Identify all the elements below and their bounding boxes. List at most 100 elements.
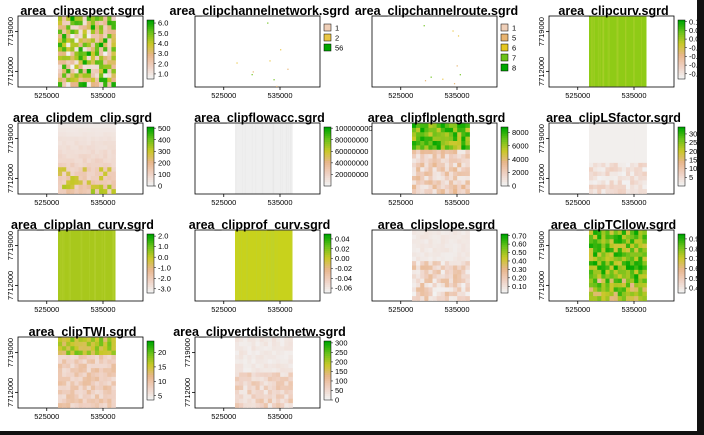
legend-swatch (501, 160, 508, 164)
legend-swatch (147, 183, 154, 187)
x-tick-label: 535000 (90, 305, 115, 314)
legend-swatch (147, 127, 154, 130)
channel-pixel (267, 22, 269, 24)
legend-swatch (501, 143, 508, 147)
legend-swatch (678, 70, 685, 73)
legend-swatch (501, 141, 508, 145)
legend-tick-label: 40000000 (335, 158, 368, 167)
legend-swatch (147, 349, 154, 352)
legend-swatch (324, 372, 331, 376)
legend-swatch (324, 351, 331, 354)
legend-swatch (678, 183, 685, 187)
legend-swatch (147, 351, 154, 354)
x-tick-label: 525000 (34, 305, 59, 314)
legend-swatch (147, 364, 154, 367)
legend-swatch (147, 148, 154, 151)
legend-swatch (324, 290, 331, 294)
legend-swatch (324, 257, 331, 260)
legend-swatch (147, 397, 154, 401)
legend-swatch (501, 127, 508, 130)
legend-swatch (147, 173, 154, 176)
legend-swatch (147, 246, 154, 250)
legend-swatch (147, 167, 154, 170)
y-tick-label: 7712000 (6, 164, 15, 193)
legend-tick-label: 0.50 (689, 274, 704, 283)
legend-tick-label: 0.10 (689, 17, 704, 26)
legend-swatch (147, 280, 154, 283)
legend-swatch (147, 261, 154, 264)
legend-swatch (324, 240, 331, 243)
legend-swatch (678, 43, 685, 46)
legend-swatch (501, 263, 508, 266)
legend-swatch (678, 60, 685, 63)
legend-swatch (147, 240, 154, 243)
legend-tick-label: 0.70 (512, 231, 527, 240)
legend-swatch (501, 131, 508, 134)
legend-swatch (147, 259, 154, 262)
legend-swatch (324, 177, 331, 180)
x-tick-label: 535000 (621, 198, 646, 207)
legend-tick-label: 5.0 (158, 29, 168, 38)
legend-swatch (324, 246, 331, 250)
legend-swatch (678, 252, 685, 256)
legend-tick-label: 6000 (512, 141, 529, 150)
legend-swatch (678, 28, 685, 31)
legend-swatch (324, 284, 331, 287)
legend-swatch (147, 179, 154, 183)
legend-swatch (324, 169, 331, 172)
legend-swatch (501, 167, 508, 170)
legend-swatch (501, 252, 508, 256)
legend-swatch (324, 343, 331, 346)
legend-swatch (324, 175, 331, 178)
legend-tick-label: 4.0 (158, 39, 168, 48)
legend-swatch (324, 148, 331, 151)
panel-area-clipflplength: area_clipflplength.sgrd 525000 535000 0 2000… (368, 111, 529, 207)
legend-swatch (147, 362, 154, 365)
legend-swatch (147, 20, 154, 23)
legend-tick-label: 15 (689, 156, 697, 165)
legend-swatch (147, 368, 154, 371)
legend-swatch (147, 143, 154, 147)
legend-swatch (678, 280, 685, 283)
legend-swatch (323, 33, 332, 42)
panel-area-cliptwi: area_clipTWI.sgrd 525000 535000 7712000 7719… (6, 325, 166, 421)
legend-tick-label: 15 (158, 363, 166, 372)
legend-swatch (678, 38, 685, 42)
channel-pixel (252, 71, 254, 73)
legend-swatch (324, 395, 331, 399)
legend-swatch (678, 139, 685, 143)
legend-swatch (501, 148, 508, 151)
legend-swatch (678, 261, 685, 264)
legend-swatch (147, 60, 154, 63)
legend-swatch (500, 53, 509, 62)
legend-swatch (147, 290, 154, 294)
legend-swatch (678, 41, 685, 44)
legend-swatch (147, 393, 154, 397)
legend-swatch (147, 51, 154, 55)
legend-swatch (147, 34, 154, 38)
legend-swatch (324, 359, 331, 363)
legend-swatch (501, 267, 508, 271)
legend-swatch (147, 53, 154, 57)
legend-frame (677, 19, 686, 80)
legend-swatch (678, 286, 685, 290)
legend-swatch (501, 244, 508, 247)
y-tick-label: 7719000 (6, 231, 15, 260)
legend-swatch (147, 238, 154, 241)
legend-swatch (324, 345, 331, 348)
legend-swatch (501, 269, 508, 273)
legend-swatch (324, 152, 331, 155)
legend-swatch (501, 135, 508, 138)
panel-title: area_clipslope.sgrd (378, 218, 495, 232)
legend-swatch (324, 353, 331, 357)
legend-tick-label: 80000000 (335, 135, 368, 144)
legend-swatch (324, 341, 331, 344)
legend-swatch (147, 274, 154, 277)
legend-tick-label: 100 (335, 377, 348, 386)
panel-title: area_clipcurv.sgrd (558, 4, 668, 18)
legend-tick-label: 400 (158, 135, 171, 144)
legend-frame (500, 126, 509, 187)
legend-swatch (501, 145, 508, 149)
legend-swatch (501, 175, 508, 178)
legend-swatch (678, 177, 685, 180)
